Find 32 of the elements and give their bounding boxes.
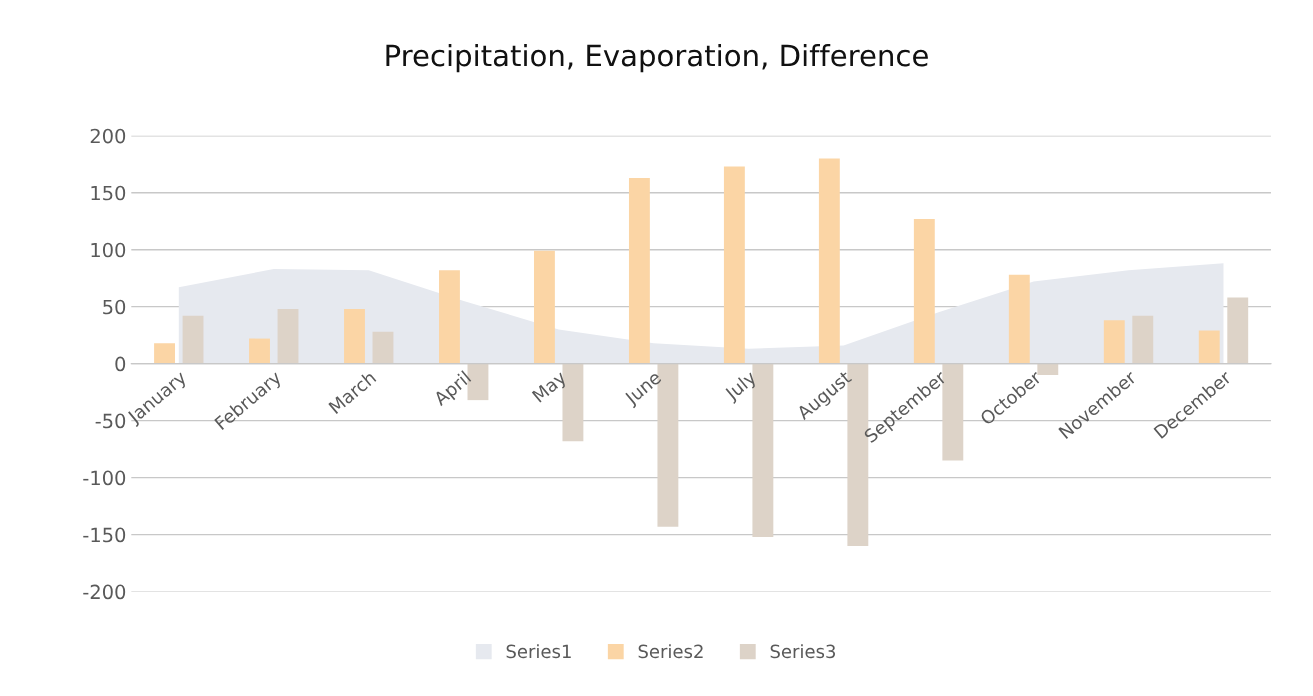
y-tick-label: 50 [103, 299, 126, 315]
legend-label: Series1 [506, 644, 571, 659]
bar [913, 218, 935, 364]
legend-label: Series3 [770, 644, 836, 659]
bar [154, 343, 175, 364]
chart-title: Precipitation, Evaporation, Difference [386, 43, 928, 73]
bar [1103, 320, 1125, 364]
bar [249, 338, 270, 364]
bar [1227, 297, 1249, 364]
bar [942, 363, 964, 461]
bar [182, 315, 204, 364]
y-tick-label: 100 [91, 242, 126, 258]
bar [1008, 274, 1030, 364]
bar [277, 308, 299, 364]
y-tick-label: -50 [95, 413, 126, 429]
bar [533, 250, 555, 364]
y-tick-label: -150 [83, 527, 126, 543]
y-tick-label: -100 [83, 470, 126, 486]
bar [1198, 330, 1220, 364]
bar [439, 270, 460, 364]
bar [723, 166, 745, 364]
bar [628, 177, 650, 364]
y-tick-label: 150 [91, 185, 126, 201]
bar [818, 158, 840, 364]
y-tick-label: 200 [90, 128, 126, 144]
legend-label: Series2 [638, 644, 703, 659]
y-tick-label: 0 [115, 356, 126, 372]
bar [372, 331, 394, 364]
bar [1132, 315, 1154, 364]
bar [1037, 363, 1059, 376]
y-tick-label: -200 [83, 584, 126, 600]
bar [344, 308, 365, 364]
